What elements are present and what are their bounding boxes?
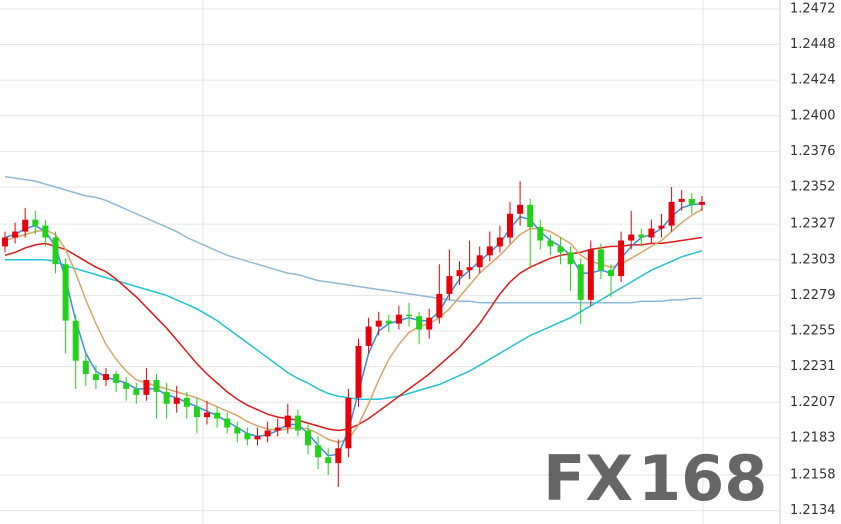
candle-body	[12, 231, 19, 238]
candle-body	[2, 237, 8, 247]
candle-body	[496, 237, 503, 247]
candle-body	[416, 316, 423, 330]
candle-body	[476, 255, 483, 268]
candle-body	[163, 391, 170, 404]
candle-body	[567, 252, 574, 265]
candle-body	[204, 412, 210, 418]
candle-body	[32, 219, 39, 226]
candle-body	[153, 380, 160, 392]
candle-body	[375, 320, 382, 327]
y-tick-label: 1.2231	[790, 359, 836, 374]
candle-body	[103, 374, 109, 381]
candle-body	[507, 213, 513, 238]
watermark: 168	[638, 442, 767, 515]
candle-body	[587, 249, 594, 300]
candle-body	[193, 406, 200, 418]
candle-body	[294, 415, 301, 431]
candle-body	[527, 204, 534, 228]
candle-body	[577, 264, 584, 300]
y-tick-label: 1.2376	[790, 144, 836, 159]
ma-line	[4, 236, 703, 432]
candle-body	[264, 430, 271, 437]
y-tick-label: 1.2352	[790, 180, 836, 195]
candle-body	[274, 427, 281, 431]
candle-body	[628, 234, 635, 241]
y-tick-label: 1.2472	[790, 1, 836, 16]
candle-body	[486, 246, 493, 256]
candle-body	[385, 320, 392, 324]
candle-body	[335, 448, 342, 464]
candle-body	[365, 326, 372, 346]
candle-body	[688, 198, 695, 205]
candle-body	[537, 227, 544, 241]
candle-body	[698, 201, 705, 205]
candle-body	[173, 397, 180, 404]
candle-body	[42, 225, 49, 238]
candle-body	[143, 380, 150, 395]
y-tick-label: 1.2134	[790, 503, 836, 518]
candle-body	[92, 374, 99, 381]
candle-body	[62, 264, 69, 321]
candle-body	[618, 240, 625, 277]
candle-body	[72, 320, 79, 361]
candle-body	[608, 270, 614, 277]
candle-body	[123, 382, 130, 389]
y-tick-label: 1.2448	[790, 37, 836, 52]
candle-body	[426, 317, 433, 330]
candle-body	[557, 246, 564, 253]
candle-body	[648, 228, 655, 238]
candle-body	[183, 397, 190, 407]
candle-body	[597, 249, 604, 271]
candle-body	[345, 397, 352, 449]
candle-body	[406, 314, 412, 317]
y-tick-label: 1.2327	[790, 217, 836, 232]
candle-body	[133, 388, 140, 395]
candle-body	[214, 412, 221, 419]
watermark: FX	[543, 442, 633, 515]
candle-body	[456, 270, 463, 277]
candle-body	[254, 436, 261, 440]
ma-line	[4, 175, 702, 304]
candle-body	[22, 219, 29, 232]
y-tick-label: 1.2158	[790, 468, 836, 483]
candle-body	[113, 374, 120, 383]
candle-body	[638, 234, 645, 238]
y-tick-label: 1.2424	[790, 73, 836, 88]
ma-line	[4, 202, 703, 457]
ma-line	[4, 208, 703, 444]
candle-body	[234, 427, 241, 434]
candle-body	[668, 201, 675, 226]
candle-body	[547, 240, 554, 247]
candle-body	[82, 360, 89, 375]
y-tick-label: 1.2279	[790, 288, 836, 303]
candle-body	[52, 237, 59, 265]
y-tick-label: 1.2303	[790, 252, 836, 267]
candle-body	[315, 445, 322, 458]
y-tick-label: 1.2183	[790, 430, 836, 445]
candle-body	[224, 418, 231, 428]
y-tick-label: 1.2255	[790, 324, 836, 339]
candle-body	[284, 415, 291, 428]
y-tick-label: 1.2400	[790, 108, 836, 123]
y-tick-label: 1.2207	[790, 395, 836, 410]
candle-body	[325, 457, 332, 464]
candle-body	[305, 430, 311, 446]
candle-body	[446, 276, 453, 294]
candle-body	[355, 345, 362, 398]
candle-body	[436, 293, 443, 318]
ma-line	[5, 250, 703, 401]
candle-body	[466, 267, 473, 271]
candle-body	[678, 198, 685, 202]
candle-body	[244, 433, 251, 440]
candle-body	[395, 314, 402, 324]
candle-body	[517, 204, 524, 214]
candle-body	[658, 225, 665, 229]
